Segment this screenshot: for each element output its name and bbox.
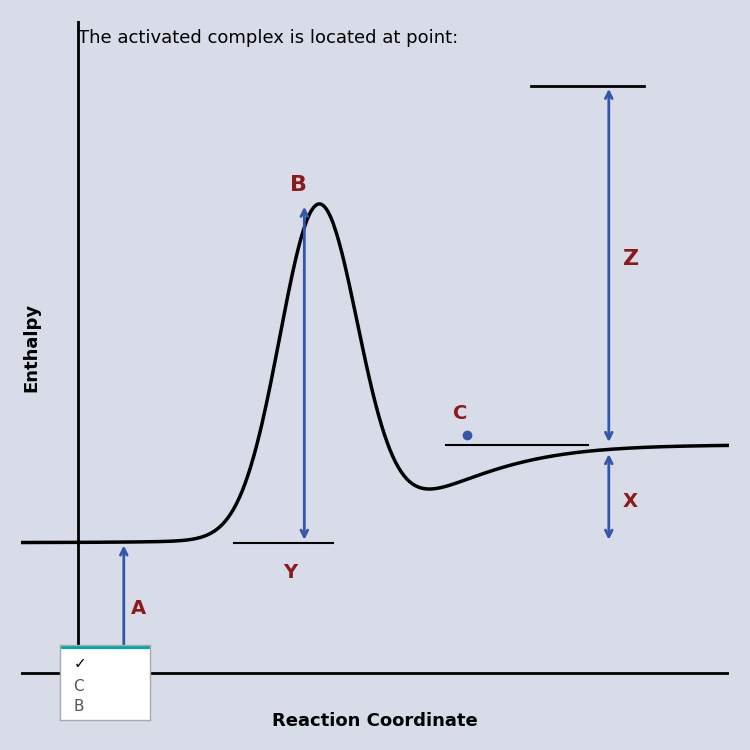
Text: B: B [74,699,84,714]
Text: Y: Y [283,563,297,583]
Text: A: A [130,599,146,618]
Text: X: X [623,492,638,511]
Text: Enthalpy: Enthalpy [22,302,40,392]
Text: C: C [74,679,84,694]
Text: C: C [453,404,467,423]
Text: B: B [290,175,308,195]
Text: Z: Z [623,250,639,269]
Text: The activated complex is located at point:: The activated complex is located at poin… [78,29,458,47]
Text: Reaction Coordinate: Reaction Coordinate [272,712,478,730]
Text: ✓: ✓ [74,656,86,671]
